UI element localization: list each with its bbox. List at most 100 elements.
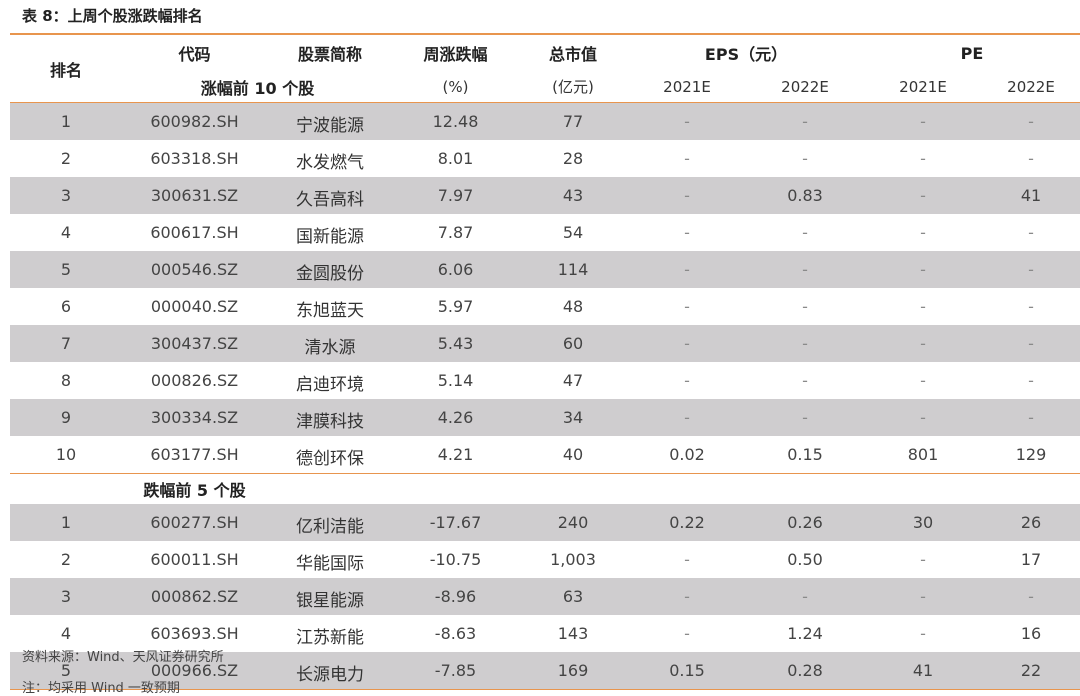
name-cell: 亿利洁能 bbox=[267, 504, 393, 541]
consensus-note: 注：均采用 Wind 一致预期 bbox=[22, 681, 180, 696]
pe-2022-cell: - bbox=[982, 578, 1080, 615]
code-cell: 300631.SZ bbox=[122, 177, 267, 214]
table-row: 2 603318.SH 水发燃气 8.01 28 - - - - bbox=[10, 140, 1080, 177]
change-cell: 7.87 bbox=[437, 223, 474, 242]
table-row: 4 603693.SH 江苏新能 -8.63 143 - 1.24 - 16 bbox=[10, 615, 1080, 652]
pe-2022-cell: - bbox=[1028, 149, 1034, 168]
market-cap-cell: 43 bbox=[518, 177, 628, 214]
losers-section-spacer bbox=[10, 473, 122, 504]
market-cap-cell: 240 bbox=[518, 504, 628, 541]
eps-2021-cell: - bbox=[628, 399, 746, 436]
pe-2022-cell: - bbox=[982, 399, 1080, 436]
eps-2022-header: 2022E bbox=[746, 71, 864, 103]
change-cell: 6.06 bbox=[393, 251, 518, 288]
code-cell: 000862.SZ bbox=[122, 578, 267, 615]
pe-2021-cell: - bbox=[920, 550, 926, 569]
name-cell: 国新能源 bbox=[296, 227, 364, 247]
name-cell: 清水源 bbox=[267, 325, 393, 362]
change-cell: 8.01 bbox=[437, 149, 474, 168]
table-caption: 表 8：上周个股涨跌幅排名 bbox=[22, 7, 203, 25]
name-cell: 东旭蓝天 bbox=[296, 301, 364, 321]
rank-cell: 1 bbox=[10, 102, 122, 140]
code-header: 代码 bbox=[122, 33, 267, 71]
change-cell: -8.96 bbox=[393, 578, 518, 615]
code-cell: 000546.SZ bbox=[122, 251, 267, 288]
losers-section-title: 跌幅前 5 个股 bbox=[122, 473, 267, 504]
pe-2022-cell: 26 bbox=[982, 504, 1080, 541]
name-cell: 津膜科技 bbox=[267, 399, 393, 436]
change-cell: 5.14 bbox=[437, 371, 474, 390]
code-cell: 000826.SZ bbox=[150, 371, 239, 390]
market-cap-cell: 40 bbox=[562, 445, 584, 464]
table-row: 5 000546.SZ 金圆股份 6.06 114- - - - bbox=[10, 251, 1080, 288]
rank-cell: 2 bbox=[60, 149, 72, 168]
pe-2021-cell: 41 bbox=[864, 652, 982, 690]
pe-2021-cell: - bbox=[920, 223, 926, 242]
name-cell: 水发燃气 bbox=[296, 153, 364, 173]
code-cell: 300437.SZ bbox=[122, 325, 267, 362]
market-cap-cell: 54 bbox=[562, 223, 584, 242]
rank-cell: 7 bbox=[10, 325, 122, 362]
eps-2021-header: 2021E bbox=[628, 71, 746, 103]
rank-cell: 10 bbox=[55, 445, 77, 464]
name-cell: 银星能源 bbox=[267, 578, 393, 615]
market-cap-unit: (亿元) bbox=[518, 71, 628, 103]
rank-cell: 3 bbox=[10, 578, 122, 615]
eps-2021-cell: 0.22 bbox=[628, 504, 746, 541]
eps-2021-cell: - bbox=[628, 177, 746, 214]
eps-2021-cell: - bbox=[684, 371, 690, 390]
code-cell: 600617.SH bbox=[150, 223, 239, 242]
eps-2022-cell: - bbox=[746, 399, 864, 436]
market-cap-header: 总市值 bbox=[518, 33, 628, 71]
table-row: 1 600277.SH 亿利洁能 -17.67 240 0.22 0.26 30 26 bbox=[10, 504, 1080, 541]
rank-header: 排名 bbox=[10, 33, 122, 103]
table-row: 3 000862.SZ 银星能源 -8.96 63- - - - bbox=[10, 578, 1080, 615]
pe-2021-cell: - bbox=[864, 399, 982, 436]
eps-2022-cell: - bbox=[746, 325, 864, 362]
name-cell: 华能国际 bbox=[296, 554, 364, 574]
eps-2021-cell: - bbox=[628, 102, 746, 140]
table-row: 8 000826.SZ 启迪环境 5.14 47 - - - - bbox=[10, 362, 1080, 399]
rank-cell: 4 bbox=[60, 624, 72, 643]
rank-cell: 8 bbox=[60, 371, 72, 390]
table-row: 7 300437.SZ 清水源 5.43 60- - - - bbox=[10, 325, 1080, 362]
eps-2021-cell: 0.02 bbox=[669, 445, 705, 464]
market-cap-cell: 63 bbox=[518, 578, 628, 615]
code-cell: 603318.SH bbox=[150, 149, 239, 168]
pe-2022-cell: - bbox=[1028, 223, 1034, 242]
code-cell: 603693.SH bbox=[150, 624, 239, 643]
pe-2021-cell: - bbox=[920, 149, 926, 168]
pe-2022-header: 2022E bbox=[982, 71, 1080, 103]
eps-2022-cell: - bbox=[802, 297, 808, 316]
pe-2022-cell: - bbox=[1028, 297, 1034, 316]
eps-2021-cell: - bbox=[684, 297, 690, 316]
change-cell: 7.97 bbox=[393, 177, 518, 214]
gainers-rows: 1 600982.SH 宁波能源 12.48 77- - - -2 603318.SH 水发燃气 8… bbox=[10, 102, 1080, 474]
change-cell: -17.67 bbox=[393, 504, 518, 541]
eps-2021-cell: - bbox=[628, 251, 746, 288]
table-row: 5 000966.SZ 长源电力 -7.85 169 0.15 0.28 41 22 bbox=[10, 652, 1080, 690]
eps-2022-cell: - bbox=[802, 223, 808, 242]
market-cap-cell: 47 bbox=[562, 371, 584, 390]
market-cap-cell: 1,003 bbox=[550, 550, 596, 569]
header-row-2: 涨幅前 10 个股 (%) (亿元) 2021E 2022E 2021E 202… bbox=[10, 71, 1080, 103]
pe-2021-cell: 30 bbox=[864, 504, 982, 541]
name-cell: 久吾高科 bbox=[267, 177, 393, 214]
pe-2021-cell: - bbox=[920, 624, 926, 643]
eps-2022-cell: 1.24 bbox=[787, 624, 823, 643]
header-row-1: 排名 代码 股票简称 周涨跌幅 总市值 EPS（元） PE bbox=[10, 33, 1080, 103]
code-cell: 603177.SH bbox=[150, 445, 239, 464]
change-cell: 4.26 bbox=[393, 399, 518, 436]
eps-2022-cell: - bbox=[802, 371, 808, 390]
eps-2022-cell: 0.50 bbox=[787, 550, 823, 569]
market-cap-cell: 34 bbox=[518, 399, 628, 436]
rank-cell: 1 bbox=[10, 504, 122, 541]
name-cell: 长源电力 bbox=[267, 652, 393, 690]
change-header: 周涨跌幅 bbox=[393, 33, 518, 71]
rank-cell: 5 bbox=[10, 251, 122, 288]
eps-2021-cell: - bbox=[684, 550, 690, 569]
eps-2021-cell: - bbox=[684, 223, 690, 242]
market-cap-cell: 60 bbox=[518, 325, 628, 362]
eps-2021-cell: - bbox=[684, 624, 690, 643]
change-cell: 4.21 bbox=[437, 445, 474, 464]
